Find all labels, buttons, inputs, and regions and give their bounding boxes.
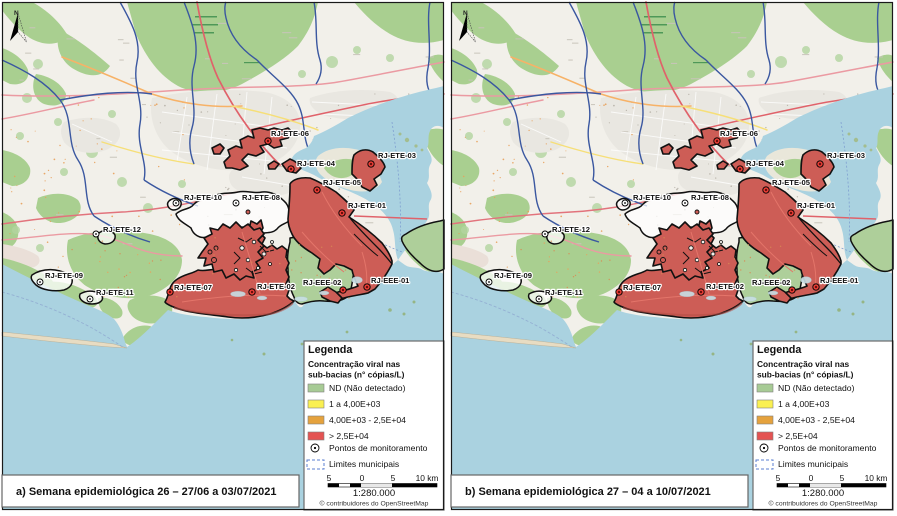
- svg-text:a) Semana epidemiológica 26 –: a) Semana epidemiológica 26 – 27/06 a 03…: [16, 486, 277, 498]
- svg-text:b) Semana epidemiológica 27 –: b) Semana epidemiológica 27 – 04 a 10/07…: [465, 486, 711, 498]
